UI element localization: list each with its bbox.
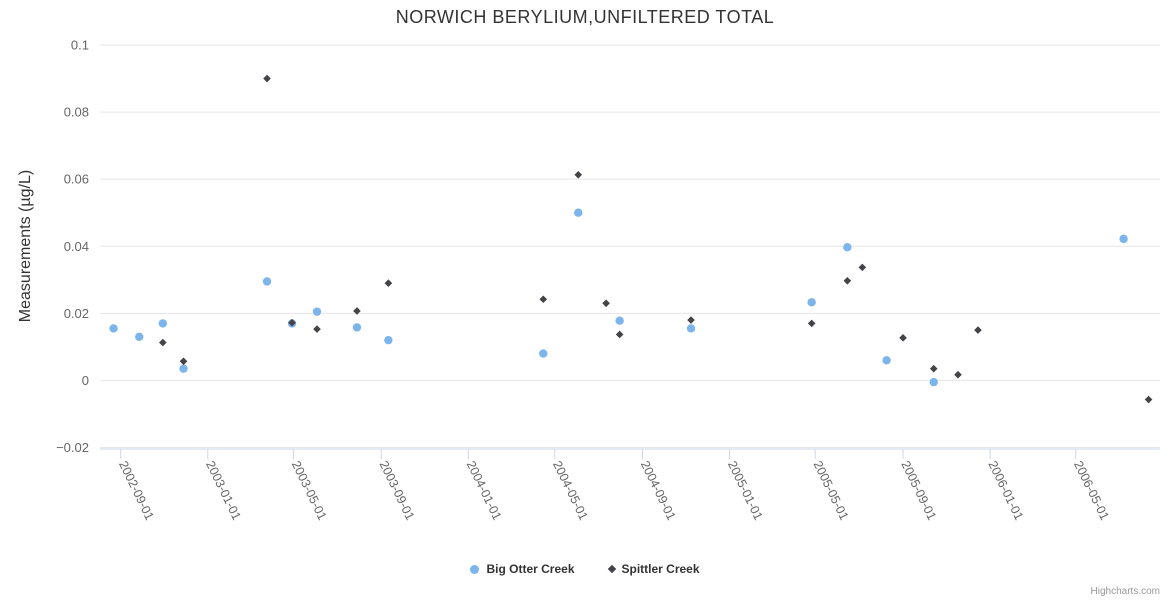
point-spittler-creek[interactable] bbox=[858, 263, 867, 272]
point-spittler-creek[interactable] bbox=[384, 279, 393, 287]
x-axis-tick-label: 2003-09-01 bbox=[377, 459, 418, 523]
point-big-otter-creek[interactable] bbox=[384, 335, 393, 345]
point-spittler-creek[interactable] bbox=[353, 307, 361, 315]
x-axis-tick-label: 2006-05-01 bbox=[1071, 459, 1112, 523]
point-big-otter-creek[interactable] bbox=[1119, 234, 1128, 244]
point-big-otter-creek[interactable] bbox=[312, 307, 322, 316]
point-big-otter-creek[interactable] bbox=[882, 356, 891, 365]
point-spittler-creek[interactable] bbox=[1144, 395, 1153, 404]
y-axis-tick-label: 0.06 bbox=[64, 172, 89, 187]
point-big-otter-creek[interactable] bbox=[135, 332, 144, 342]
point-spittler-creek[interactable] bbox=[843, 276, 852, 285]
point-spittler-creek[interactable] bbox=[807, 319, 816, 328]
legend-label: Big Otter Creek bbox=[486, 562, 575, 576]
y-axis-tick-label: 0.08 bbox=[64, 105, 89, 120]
y-axis-tick-label: 0.02 bbox=[64, 306, 89, 321]
y-axis-tick-label: 0.1 bbox=[71, 38, 89, 53]
chart-title: NORWICH BERYLIUM,UNFILTERED TOTAL bbox=[395, 7, 775, 27]
point-spittler-creek[interactable] bbox=[263, 74, 271, 83]
point-spittler-creek[interactable] bbox=[929, 364, 938, 373]
legend: Big Otter Creek Spittler Creek bbox=[0, 562, 1170, 576]
x-axis-tick-label: 2003-05-01 bbox=[289, 459, 330, 523]
x-axis-tick-label: 2005-09-01 bbox=[898, 459, 939, 523]
point-spittler-creek[interactable] bbox=[615, 330, 624, 339]
point-spittler-creek[interactable] bbox=[602, 299, 610, 308]
point-spittler-creek[interactable] bbox=[288, 318, 296, 327]
y-axis-tick-label: −0.02 bbox=[56, 440, 89, 455]
point-spittler-creek[interactable] bbox=[974, 326, 982, 334]
point-spittler-creek[interactable] bbox=[899, 334, 907, 342]
point-spittler-creek[interactable] bbox=[159, 338, 167, 347]
diamond-marker-icon bbox=[607, 564, 616, 574]
circle-marker-icon bbox=[470, 564, 480, 574]
highcharts-credits-link[interactable]: Highcharts.com bbox=[1090, 586, 1160, 597]
x-axis-tick-label: 2003-01-01 bbox=[203, 459, 244, 523]
point-spittler-creek[interactable] bbox=[539, 295, 548, 304]
point-big-otter-creek[interactable] bbox=[843, 243, 852, 252]
point-spittler-creek[interactable] bbox=[954, 370, 962, 379]
point-big-otter-creek[interactable] bbox=[807, 298, 816, 307]
point-big-otter-creek[interactable] bbox=[574, 208, 583, 217]
x-axis-tick-label: 2005-05-01 bbox=[811, 459, 852, 523]
x-axis-tick-label: 2006-01-01 bbox=[985, 459, 1026, 523]
y-axis-tick-label: 0.04 bbox=[64, 239, 89, 254]
point-big-otter-creek[interactable] bbox=[158, 319, 168, 328]
y-axis-title: Measurements (µg/L) bbox=[17, 169, 34, 323]
point-big-otter-creek[interactable] bbox=[929, 377, 938, 387]
x-axis-tick-label: 2002-09-01 bbox=[116, 459, 157, 523]
point-big-otter-creek[interactable] bbox=[179, 364, 188, 373]
point-big-otter-creek[interactable] bbox=[615, 316, 624, 325]
point-big-otter-creek[interactable] bbox=[686, 324, 696, 333]
point-big-otter-creek[interactable] bbox=[262, 277, 272, 286]
x-axis-tick-label: 2004-05-01 bbox=[550, 459, 591, 523]
point-spittler-creek[interactable] bbox=[574, 171, 583, 179]
x-axis-tick-label: 2004-09-01 bbox=[638, 459, 679, 523]
legend-label: Spittler Creek bbox=[621, 562, 700, 576]
legend-item-spittler-creek[interactable]: Spittler Creek bbox=[607, 562, 700, 576]
y-axis-tick-label: 0 bbox=[82, 373, 89, 388]
x-axis-tick-label: 2004-01-01 bbox=[464, 459, 505, 523]
point-spittler-creek[interactable] bbox=[313, 325, 321, 333]
legend-item-big-otter-creek[interactable]: Big Otter Creek bbox=[470, 562, 575, 576]
point-big-otter-creek[interactable] bbox=[352, 323, 362, 332]
x-axis-tick-label: 2005-01-01 bbox=[725, 459, 766, 523]
point-big-otter-creek[interactable] bbox=[109, 324, 118, 333]
point-big-otter-creek[interactable] bbox=[539, 349, 548, 358]
point-spittler-creek[interactable] bbox=[179, 357, 188, 366]
point-spittler-creek[interactable] bbox=[687, 316, 695, 324]
